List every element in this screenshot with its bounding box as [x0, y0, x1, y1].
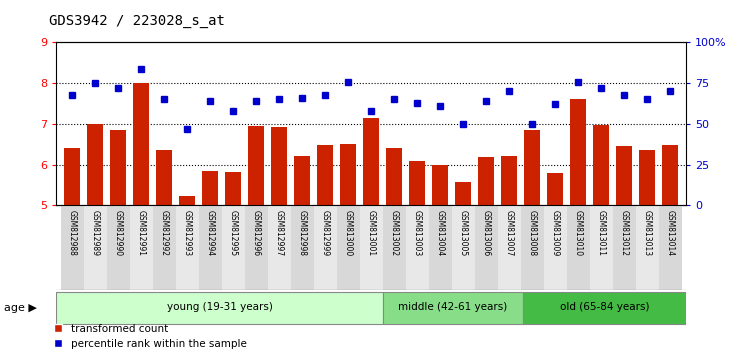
Bar [613, 205, 636, 290]
Bar [478, 157, 494, 205]
Bar [225, 172, 242, 205]
Bar [386, 148, 402, 205]
Bar [452, 205, 475, 290]
Text: GSM812990: GSM812990 [114, 210, 123, 256]
Text: middle (42-61 years): middle (42-61 years) [398, 302, 508, 312]
Text: GSM812994: GSM812994 [206, 210, 214, 256]
Bar [498, 205, 520, 290]
Bar [432, 165, 448, 205]
Bar [199, 205, 222, 290]
Text: GSM812989: GSM812989 [91, 210, 100, 256]
Bar [382, 205, 406, 290]
Bar [130, 205, 153, 290]
Bar [64, 148, 80, 205]
Bar [455, 182, 471, 205]
Text: GSM813007: GSM813007 [505, 210, 514, 256]
Bar [567, 205, 590, 290]
Bar [658, 205, 682, 290]
Text: GSM813010: GSM813010 [574, 210, 583, 256]
Bar [636, 205, 658, 290]
Text: GSM812997: GSM812997 [274, 210, 284, 256]
Bar [222, 205, 245, 290]
Bar [360, 205, 382, 290]
Text: GSM813005: GSM813005 [459, 210, 468, 256]
Text: age ▶: age ▶ [4, 303, 37, 313]
Bar [87, 124, 104, 205]
Text: GDS3942 / 223028_s_at: GDS3942 / 223028_s_at [49, 14, 225, 28]
Text: GSM813012: GSM813012 [620, 210, 628, 256]
Bar [134, 83, 149, 205]
Bar [544, 205, 567, 290]
Text: GSM813008: GSM813008 [528, 210, 537, 256]
Bar [84, 205, 106, 290]
Bar [590, 205, 613, 290]
Bar [363, 118, 380, 205]
Text: GSM813009: GSM813009 [550, 210, 560, 256]
Text: GSM813002: GSM813002 [390, 210, 399, 256]
Text: GSM813006: GSM813006 [482, 210, 490, 256]
Bar [268, 205, 291, 290]
Bar [61, 205, 84, 290]
Bar [383, 292, 523, 324]
Text: GSM813001: GSM813001 [367, 210, 376, 256]
Bar [662, 145, 678, 205]
Text: GSM813011: GSM813011 [597, 210, 606, 256]
Bar [176, 205, 199, 290]
Text: GSM813014: GSM813014 [666, 210, 675, 256]
Bar [340, 144, 356, 205]
Bar [179, 196, 195, 205]
Text: GSM813013: GSM813013 [643, 210, 652, 256]
Text: GSM812995: GSM812995 [229, 210, 238, 256]
Bar [548, 173, 563, 205]
Text: old (65-84 years): old (65-84 years) [560, 302, 650, 312]
Text: GSM812991: GSM812991 [136, 210, 146, 256]
Bar [317, 145, 333, 205]
Bar [272, 127, 287, 205]
Bar [314, 205, 337, 290]
Text: GSM813000: GSM813000 [344, 210, 352, 256]
Text: GSM812996: GSM812996 [252, 210, 261, 256]
Bar [475, 205, 498, 290]
Bar [524, 130, 540, 205]
Bar [291, 205, 314, 290]
Bar [56, 292, 383, 324]
Bar [639, 150, 656, 205]
Text: GSM812988: GSM812988 [68, 210, 76, 256]
Bar [593, 125, 609, 205]
Bar [153, 205, 176, 290]
Text: young (19-31 years): young (19-31 years) [166, 302, 272, 312]
Bar [110, 130, 127, 205]
Bar [294, 156, 310, 205]
Bar [429, 205, 451, 290]
Bar [202, 171, 218, 205]
Text: GSM813004: GSM813004 [436, 210, 445, 256]
Text: GSM812993: GSM812993 [183, 210, 192, 256]
Bar [523, 292, 686, 324]
Bar [520, 205, 544, 290]
Bar [616, 146, 632, 205]
Text: GSM812992: GSM812992 [160, 210, 169, 256]
Text: GSM812998: GSM812998 [298, 210, 307, 256]
Bar [248, 126, 264, 205]
Bar [406, 205, 429, 290]
Text: GSM813003: GSM813003 [413, 210, 422, 256]
Bar [337, 205, 360, 290]
Bar [244, 205, 268, 290]
Bar [501, 156, 518, 205]
Bar [410, 161, 425, 205]
Bar [156, 150, 172, 205]
Bar [106, 205, 130, 290]
Bar [570, 99, 586, 205]
Text: GSM812999: GSM812999 [321, 210, 330, 256]
Legend: transformed count, percentile rank within the sample: transformed count, percentile rank withi… [54, 324, 247, 349]
